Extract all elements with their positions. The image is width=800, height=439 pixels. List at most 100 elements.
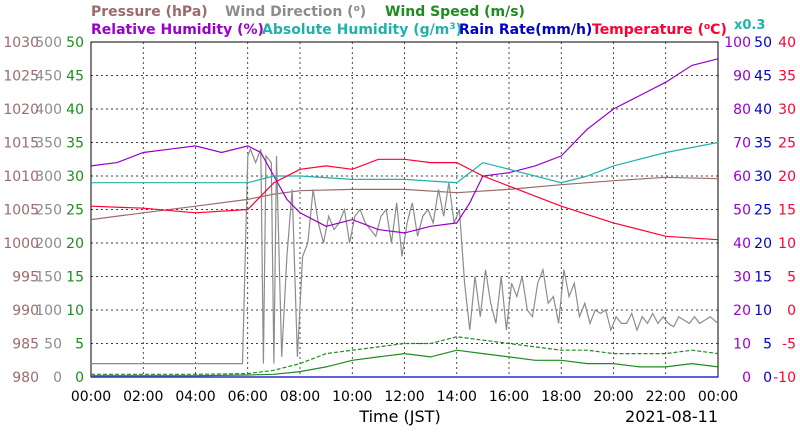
x-axis-label: Time (JST) xyxy=(358,407,440,426)
relative-humidity-tick-label: 90 xyxy=(733,69,751,85)
temperature-tick-label: 25 xyxy=(778,136,796,152)
wind-direction-tick-label: 500 xyxy=(35,35,62,51)
legend-wind-direction-suffix: ) xyxy=(360,4,366,20)
relative-humidity-tick-label: 30 xyxy=(733,270,751,286)
x-tick-label: 22:00 xyxy=(646,389,686,405)
series-relative-humidity xyxy=(90,58,719,234)
x-tick-label: 10:00 xyxy=(332,389,372,405)
series-wind-speed-m-s xyxy=(91,349,719,377)
pressure-tick-label: 1005 xyxy=(3,203,39,219)
temperature-tick-label: -10 xyxy=(773,370,796,386)
svg-text:Temperature (oC): Temperature (oC) xyxy=(592,22,727,38)
relative-humidity-tick-label: 80 xyxy=(733,102,751,118)
temperature-tick-label: 35 xyxy=(778,69,796,85)
wind-direction-tick-label: 100 xyxy=(35,303,62,319)
temperature-tick-label: 40 xyxy=(778,35,796,51)
series-temperature-c xyxy=(90,158,719,241)
pressure-tick-label: 990 xyxy=(12,303,39,319)
legend-wind-speed: Wind Speed (m/s) xyxy=(385,4,525,20)
pressure-tick-label: 1015 xyxy=(3,136,39,152)
pressure-tick-label: 1000 xyxy=(3,236,39,252)
temperature-tick-label: 30 xyxy=(778,102,796,118)
x-tick-label: 02:00 xyxy=(123,389,163,405)
rain-rate-tick-label: 25 xyxy=(754,203,772,219)
svg-text:Wind Direction (o): Wind Direction (o) xyxy=(225,4,366,20)
pressure-tick-label: 1010 xyxy=(3,169,39,185)
relative-humidity-tick-label: 70 xyxy=(733,136,751,152)
relative-humidity-tick-label: 60 xyxy=(733,169,751,185)
legend-relative-humidity: Relative Humidity (%) xyxy=(91,22,264,38)
pressure-tick-label: 995 xyxy=(12,270,39,286)
x-tick-label: 04:00 xyxy=(175,389,215,405)
wind-speed-tick-label: 15 xyxy=(66,270,84,286)
rain-rate-tick-label: 0 xyxy=(763,370,772,386)
x-tick-label: 08:00 xyxy=(280,389,320,405)
x-tick-label: 18:00 xyxy=(541,389,581,405)
temperature-tick-label: -5 xyxy=(782,337,796,353)
wind-speed-tick-label: 20 xyxy=(66,236,84,252)
relative-humidity-tick-label: 20 xyxy=(733,303,751,319)
x-tick-label: 06:00 xyxy=(228,389,268,405)
rain-rate-tick-label: 10 xyxy=(754,303,772,319)
x-tick-label: 12:00 xyxy=(384,389,424,405)
svg-text:Wind Speed (m/s): Wind Speed (m/s) xyxy=(385,4,525,20)
rain-rate-tick-label: 45 xyxy=(754,69,772,85)
legend-wind-direction: Wind Direction ( xyxy=(225,4,354,20)
wind-direction-tick-label: 300 xyxy=(35,169,62,185)
temperature-tick-label: 5 xyxy=(787,270,796,286)
wind-direction-tick-label: 350 xyxy=(35,136,62,152)
pressure-tick-label: 1020 xyxy=(3,102,39,118)
x-tick-label: 20:00 xyxy=(593,389,633,405)
wind-direction-tick-label: 200 xyxy=(35,236,62,252)
rain-rate-tick-label: 50 xyxy=(754,35,772,51)
relative-humidity-tick-label: 100 xyxy=(724,35,751,51)
wind-speed-tick-label: 50 xyxy=(66,35,84,51)
rain-rate-tick-label: 35 xyxy=(754,136,772,152)
svg-text:Pressure (hPa): Pressure (hPa) xyxy=(91,4,208,20)
wind-speed-tick-label: 30 xyxy=(66,169,84,185)
relative-humidity-tick-label: 0 xyxy=(742,370,751,386)
wind-direction-tick-label: 450 xyxy=(35,69,62,85)
pressure-tick-label: 1030 xyxy=(3,35,39,51)
series-wind-direction xyxy=(91,147,719,365)
rain-rate-tick-label: 20 xyxy=(754,236,772,252)
temperature-tick-label: 20 xyxy=(778,169,796,185)
date-label: 2021-08-11 xyxy=(625,407,718,426)
wind-speed-tick-label: 5 xyxy=(75,337,84,353)
rain-rate-tick-label: 5 xyxy=(763,337,772,353)
x-tick-label: 16:00 xyxy=(489,389,529,405)
pressure-tick-label: 1025 xyxy=(3,69,39,85)
legend-absolute-humidity-suffix: ) xyxy=(456,22,462,38)
svg-text:Relative Humidity (%): Relative Humidity (%) xyxy=(91,22,264,38)
wind-speed-tick-label: 45 xyxy=(66,69,84,85)
legend-absolute-humidity: Absolute Humidity (g/m xyxy=(262,22,449,38)
legend-rain-rate: Rain Rate(mm/h) xyxy=(459,22,592,38)
relative-humidity-tick-label: 40 xyxy=(733,236,751,252)
wind-direction-tick-label: 50 xyxy=(44,337,62,353)
legend-temperature-suffix: C) xyxy=(710,22,727,38)
rain-rate-tick-label: 15 xyxy=(754,270,772,286)
x-tick-label: 00:00 xyxy=(71,389,111,405)
svg-text:Absolute Humidity (g/m3): Absolute Humidity (g/m3) xyxy=(262,22,462,38)
temperature-tick-label: 15 xyxy=(778,203,796,219)
wind-direction-tick-label: 400 xyxy=(35,102,62,118)
temperature-tick-label: 10 xyxy=(778,236,796,252)
wind-speed-tick-label: 10 xyxy=(66,303,84,319)
x-tick-label: 00:00 xyxy=(698,389,738,405)
wind-direction-tick-label: 0 xyxy=(53,370,62,386)
series-pressure-hpa xyxy=(90,176,719,221)
wind-direction-tick-label: 150 xyxy=(35,270,62,286)
legend-pressure: Pressure (hPa) xyxy=(91,4,208,20)
pressure-tick-label: 980 xyxy=(12,370,39,386)
svg-text:Rain Rate(mm/h): Rain Rate(mm/h) xyxy=(459,22,592,38)
legend-temperature: Temperature ( xyxy=(592,22,704,38)
wind-speed-tick-label: 25 xyxy=(66,203,84,219)
legend-scale-note: x0.3 xyxy=(734,18,765,33)
series-wind-speed-gust xyxy=(91,336,719,375)
wind-speed-tick-label: 35 xyxy=(66,136,84,152)
relative-humidity-tick-label: 50 xyxy=(733,203,751,219)
pressure-tick-label: 985 xyxy=(12,337,39,353)
wind-speed-tick-label: 0 xyxy=(75,370,84,386)
